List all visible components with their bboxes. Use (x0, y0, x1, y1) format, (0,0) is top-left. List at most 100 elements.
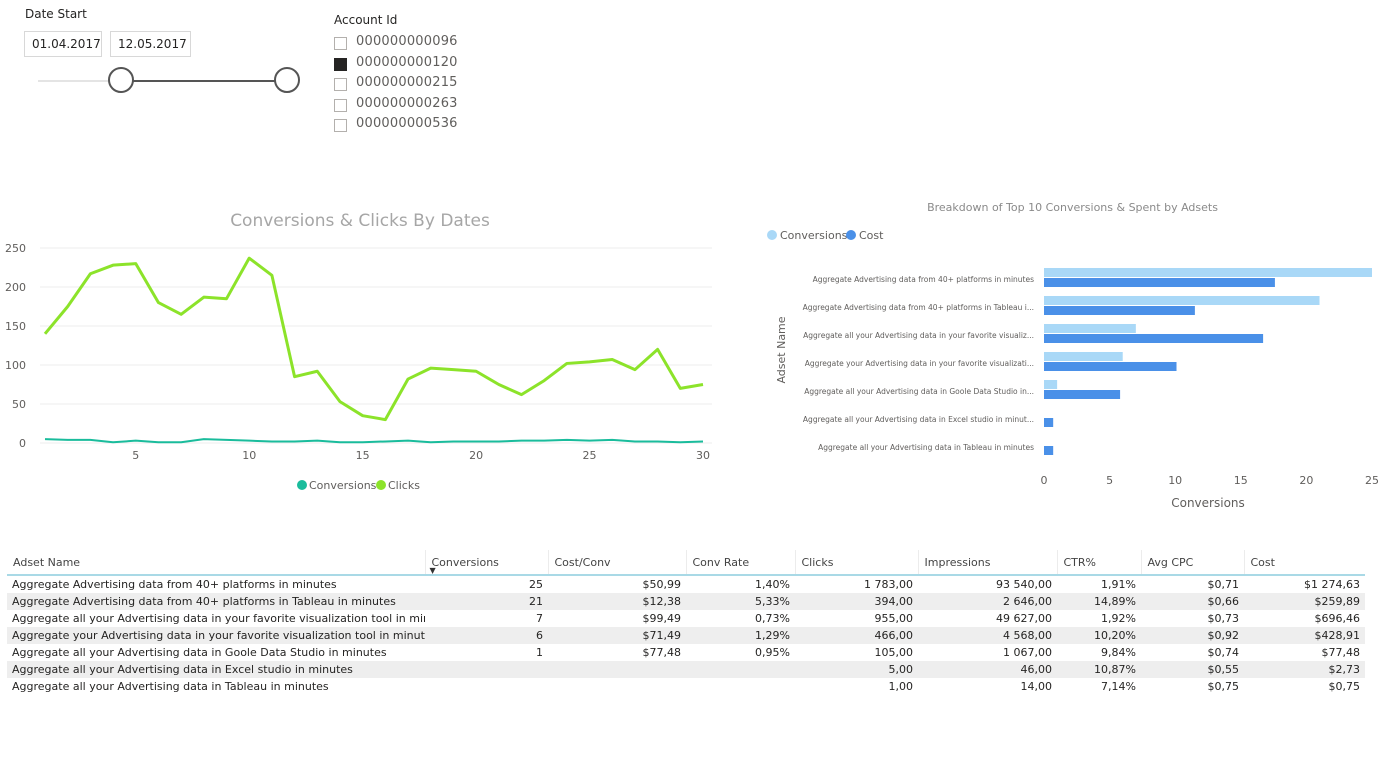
category-label: Aggregate all your Advertising data in E… (803, 415, 1034, 424)
y-tick-label: 0 (19, 437, 26, 450)
x-tick-label: 5 (132, 449, 139, 462)
table-cell: 5,00 (795, 661, 918, 678)
table-cell: 1 067,00 (1003, 646, 1052, 659)
account-checkbox[interactable] (334, 57, 347, 71)
table-row[interactable]: Aggregate all your Advertising data in y… (7, 610, 1365, 627)
date-start-input[interactable]: 01.04.2017 (24, 31, 102, 57)
table-cell: $0,71 (1207, 578, 1240, 591)
table-cell: 14,00 (1020, 680, 1053, 693)
account-checkbox[interactable] (334, 37, 347, 50)
bar-conversions[interactable] (1044, 268, 1372, 277)
bar-cost[interactable] (1044, 362, 1177, 371)
bar-cost[interactable] (1044, 446, 1054, 455)
bar-cost[interactable] (1044, 334, 1264, 343)
x-tick-label: 0 (1041, 474, 1048, 487)
account-slicer-title: Account Id (334, 13, 398, 27)
table-row[interactable]: Aggregate all your Advertising data in G… (7, 644, 1365, 661)
account-checkbox[interactable] (334, 78, 347, 91)
account-checkbox[interactable] (334, 98, 347, 112)
table-cell: 21 (425, 593, 548, 610)
table-cell: 1,29% (686, 627, 795, 644)
column-header[interactable]: CTR% (1057, 550, 1142, 576)
table-row[interactable]: Aggregate Advertising data from 40+ plat… (7, 593, 1365, 610)
bar-cost[interactable] (1044, 418, 1054, 427)
x-tick-label: 10 (1168, 474, 1182, 487)
table-cell: $1 274,63 (1304, 578, 1360, 591)
table-cell: 1,91% (1101, 578, 1136, 591)
date-end-input[interactable]: 12.05.2017 (110, 31, 191, 57)
table-cell: $77,48 (642, 646, 682, 659)
y-tick-label: 50 (12, 398, 26, 411)
y-axis-label: Adset Name (775, 316, 788, 383)
legend-label: Cost (859, 229, 884, 242)
account-checkbox[interactable] (334, 119, 347, 132)
category-label: Aggregate all your Advertising data in T… (818, 443, 1034, 452)
date-slicer-title: Date Start (25, 7, 87, 21)
account-option-label: 000000000263 (356, 95, 458, 111)
y-tick-label: 250 (5, 242, 26, 255)
x-tick-label: 20 (469, 449, 483, 462)
series-line-clicks[interactable] (43, 256, 704, 422)
x-tick-label: 5 (1106, 474, 1113, 487)
series-line-conversions[interactable] (44, 438, 704, 444)
table-cell: $428,91 (1244, 627, 1365, 644)
column-header[interactable]: Conversions ▼ (425, 550, 549, 576)
table-cell (425, 661, 548, 678)
table-row[interactable]: Aggregate your Advertising data in your … (7, 627, 1365, 644)
table-row[interactable]: Aggregate Advertising data from 40+ plat… (7, 575, 1365, 593)
table-cell: Aggregate all your Advertising data in y… (12, 612, 425, 625)
legend-label: Conversions (309, 479, 377, 492)
column-header[interactable]: Conv Rate (686, 550, 796, 576)
table-cell (548, 661, 686, 678)
table-cell (425, 678, 548, 695)
table-cell: Aggregate your Advertising data in your … (7, 627, 425, 644)
table-cell: 10,87% (1057, 661, 1141, 678)
legend-label: Conversions (780, 229, 848, 242)
sort-desc-icon[interactable]: ▼ (429, 566, 436, 575)
x-axis-label: Conversions (1171, 496, 1245, 510)
date-slider-start-handle[interactable] (108, 67, 134, 93)
bar-conversions[interactable] (1044, 352, 1123, 361)
table-cell: 1 783,00 (864, 578, 913, 591)
table-row[interactable]: Aggregate all your Advertising data in T… (7, 678, 1365, 695)
table-cell: 1,00 (888, 680, 914, 693)
table-cell: 1,92% (1101, 612, 1136, 625)
x-tick-label: 30 (696, 449, 710, 462)
column-header[interactable]: Impressions (918, 550, 1058, 576)
adset-table: Adset Name Conversions ▼ Cost/Conv Conv Rate… (7, 550, 1365, 695)
table-cell: $77,48 (1321, 646, 1361, 659)
table-cell: Aggregate Advertising data from 40+ plat… (12, 578, 337, 591)
column-header[interactable]: Avg CPC (1141, 550, 1245, 576)
column-header[interactable]: Clicks (795, 550, 919, 576)
bar-conversions[interactable] (1044, 324, 1136, 333)
x-tick-label: 20 (1299, 474, 1313, 487)
column-header[interactable]: Cost (1244, 550, 1365, 576)
bar-cost[interactable] (1044, 306, 1195, 315)
table-cell: 46,00 (918, 661, 1057, 678)
bar-cost[interactable] (1044, 278, 1275, 287)
bar-cost[interactable] (1044, 390, 1121, 399)
category-label: Aggregate Advertising data from 40+ plat… (813, 275, 1034, 284)
table-row[interactable]: Aggregate all your Advertising data in E… (7, 661, 1365, 678)
table-cell: 466,00 (795, 627, 918, 644)
table-cell: 0,73% (755, 612, 790, 625)
column-header[interactable]: Adset Name (7, 550, 426, 576)
table-cell (686, 661, 795, 678)
table-cell: Aggregate Advertising data from 40+ plat… (7, 593, 425, 610)
date-slider-end-handle[interactable] (274, 67, 300, 93)
table-cell (548, 678, 686, 695)
table-cell: $0,66 (1141, 593, 1244, 610)
table-cell: 2 646,00 (918, 593, 1057, 610)
bar-conversions[interactable] (1044, 380, 1058, 389)
table-cell: $0,92 (1141, 627, 1244, 644)
y-tick-label: 150 (5, 320, 26, 333)
legend-marker (767, 230, 777, 240)
legend-label: Clicks (388, 479, 420, 492)
table-cell: Aggregate all your Advertising data in E… (7, 661, 425, 678)
table-cell: Aggregate all your Advertising data in G… (12, 646, 387, 659)
bar-conversions[interactable] (1044, 296, 1320, 305)
category-label: Aggregate your Advertising data in your … (805, 359, 1034, 368)
table-cell: 10,20% (1057, 627, 1141, 644)
column-header[interactable]: Cost/Conv (548, 550, 687, 576)
table-cell: $0,55 (1141, 661, 1244, 678)
